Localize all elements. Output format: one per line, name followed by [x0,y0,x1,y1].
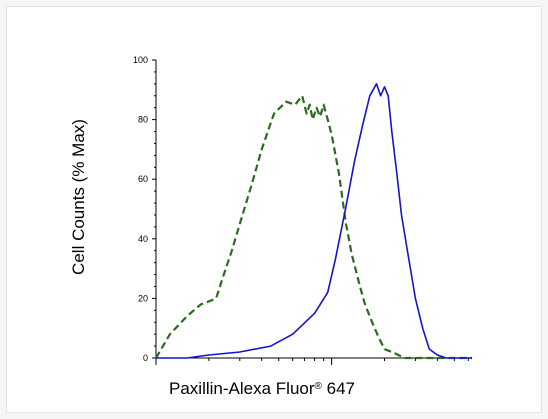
y-tick-label: 60 [138,174,148,184]
y-tick-label: 100 [133,55,148,65]
y-tick-label: 80 [138,115,148,125]
y-axis-ticks: 0 20 40 60 80 100 [133,55,156,363]
x-axis-ticks [155,358,469,365]
y-tick-label: 0 [143,353,148,363]
x-axis-title: Paxillin-Alexa Fluor® 647 [169,379,355,398]
x-axis-title-suffix: 647 [322,379,355,398]
y-tick-label: 20 [138,293,148,303]
series-layer [155,83,472,360]
series-line-dashed [155,94,472,360]
x-axis-title-mark: ® [315,381,323,392]
y-tick-label: 40 [138,234,148,244]
y-axis-title: Cell Counts (% Max) [69,119,88,275]
x-axis-title-main: Paxillin-Alexa Fluor [169,379,315,398]
series-line-solid [156,83,472,359]
